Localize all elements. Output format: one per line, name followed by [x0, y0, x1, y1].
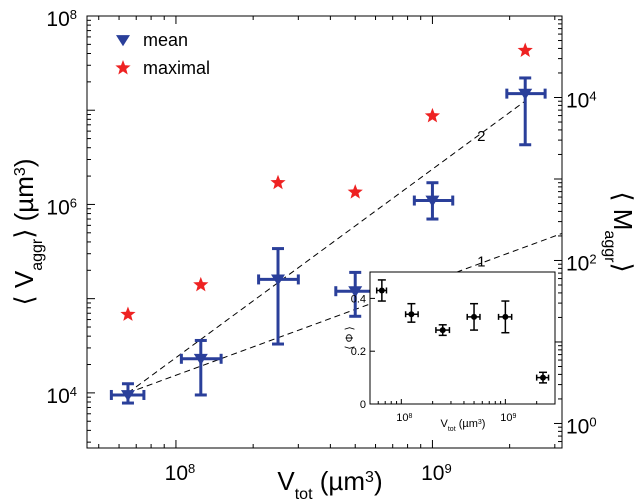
inset-marker: [539, 374, 546, 381]
maximal-star-marker: [424, 107, 441, 123]
y-tick-label-exp: 6: [70, 195, 77, 210]
x-tick-label-exp: 8: [188, 461, 195, 476]
inset-x-tick-label: 108: [396, 412, 412, 424]
y2-tick-label-exp: 4: [589, 88, 596, 103]
inset-x-tick-label-base: 10: [396, 412, 408, 424]
fit-line-slope-1: [127, 232, 563, 394]
legend-triangle-icon: [116, 35, 130, 47]
inset-point: [404, 302, 419, 323]
x-tick-label: 108: [165, 461, 196, 486]
mean-marker: [193, 353, 208, 366]
inset-x-tick-label-exp: 8: [408, 413, 412, 420]
y-tick-label: 106: [46, 195, 77, 220]
x-axis-label: Vtot (µm3): [277, 466, 382, 500]
y-tick-label-base: 10: [46, 8, 69, 31]
y-tick-label: 104: [46, 383, 77, 408]
fit-line-label: 2: [477, 128, 485, 145]
y-axis-label: ⟨ Vaggr⟩ (µm3): [9, 159, 46, 306]
inset-marker: [471, 313, 478, 320]
y2-tick-label-base: 10: [566, 415, 589, 438]
maximal-star-marker: [120, 306, 136, 321]
mean-marker: [518, 88, 533, 100]
y2-tick-label-exp: 0: [589, 414, 596, 429]
legend-label: mean: [143, 30, 188, 50]
inset-point: [466, 302, 481, 331]
mean-point: [109, 382, 146, 405]
inset-y-tick-label: 0.4: [351, 293, 366, 305]
mean-point: [257, 247, 300, 346]
x-tick-label-exp: 9: [444, 461, 451, 476]
y-tick-label-exp: 8: [70, 7, 77, 22]
inset-y-axis-label: ⟨ Φ ⟩: [344, 326, 356, 349]
inset-y-tick-label: 0: [360, 399, 366, 411]
y2-tick-label-exp: 2: [589, 251, 596, 266]
fit-line-label: 1: [477, 253, 485, 270]
inset-x-tick-label: 109: [500, 412, 516, 424]
y2-tick-label-base: 10: [566, 89, 589, 112]
mean-point: [334, 270, 374, 318]
fit-line-slope-2: [127, 100, 526, 394]
y-tick-label: 108: [46, 7, 77, 32]
maximal-star-marker: [347, 184, 363, 199]
inset-marker: [502, 313, 509, 320]
inset-x-tick-label-base: 10: [500, 412, 512, 424]
mean-point: [505, 76, 547, 147]
legend: mean maximal: [115, 30, 210, 78]
inset-marker: [378, 287, 385, 294]
inset-point: [435, 324, 451, 337]
mean-marker: [348, 286, 363, 298]
inset-x-axis-label: Vtot (µm3): [441, 418, 486, 433]
mean-marker: [271, 274, 286, 286]
mean-marker: [425, 195, 440, 207]
y2-axis-label: ⟨ Maggr⟩: [602, 191, 638, 272]
mean-point: [412, 181, 455, 221]
y-tick-label-exp: 4: [70, 383, 77, 398]
inset-marker: [408, 311, 415, 318]
inset-y-tick-label: 0.2: [351, 346, 366, 358]
x-tick-label-base: 10: [165, 462, 188, 485]
inset-point: [375, 279, 388, 302]
y2-tick-label-base: 10: [566, 252, 589, 275]
x-tick-label-base: 10: [421, 462, 444, 485]
inset-marker: [439, 327, 446, 334]
y-tick-label-base: 10: [46, 196, 69, 219]
inset-point: [497, 300, 513, 334]
y2-tick-label: 102: [566, 251, 597, 276]
maximal-star-marker: [517, 42, 533, 58]
inset-x-tick-label-exp: 9: [513, 413, 517, 420]
mean-marker: [120, 390, 135, 402]
mean-point: [179, 338, 223, 397]
y2-tick-label: 104: [566, 88, 597, 113]
maximal-star-marker: [270, 174, 286, 190]
maximal-star-marker: [193, 276, 209, 292]
inset-point: [535, 371, 550, 384]
legend-item-mean: mean: [116, 30, 188, 50]
inset-frame: [369, 271, 556, 405]
legend-star-icon: [115, 60, 131, 75]
y-tick-label-base: 10: [46, 385, 69, 408]
main-plot-frame: [86, 15, 563, 449]
legend-item-maximal: maximal: [115, 58, 210, 78]
y2-tick-label: 100: [566, 414, 597, 439]
legend-label: maximal: [143, 58, 210, 78]
x-tick-label: 109: [421, 461, 452, 486]
